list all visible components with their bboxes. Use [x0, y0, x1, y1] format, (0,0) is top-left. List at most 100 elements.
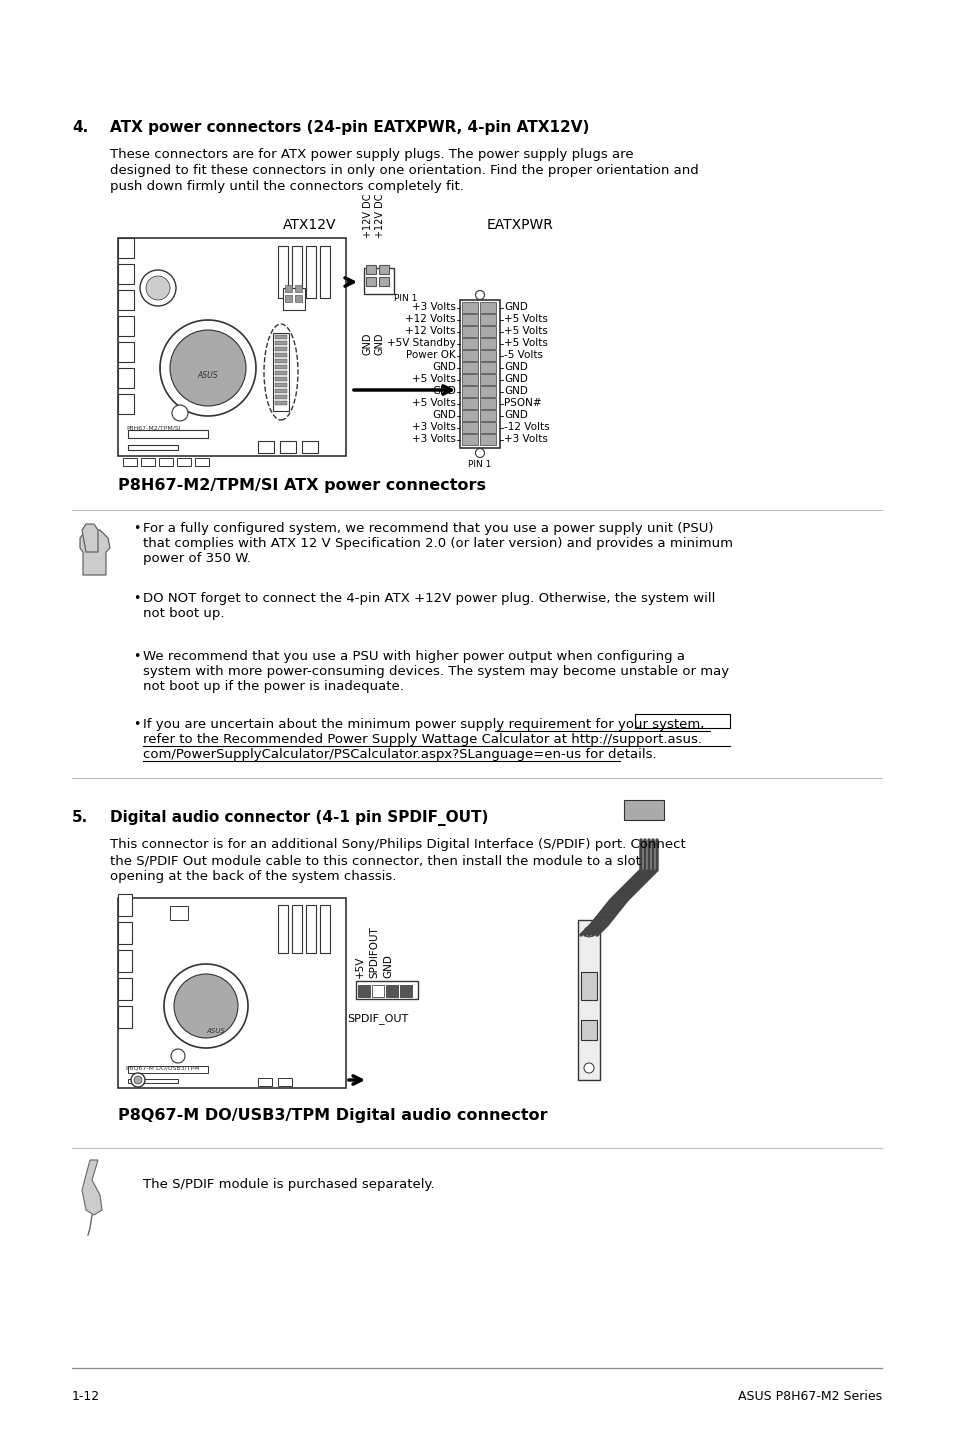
- Bar: [118, 239, 346, 456]
- Bar: [479, 313, 496, 325]
- Bar: [118, 951, 132, 972]
- Bar: [357, 985, 370, 997]
- Text: Digital audio connector (4-1 pin SPDIF_OUT): Digital audio connector (4-1 pin SPDIF_O…: [110, 810, 488, 825]
- Bar: [274, 341, 287, 345]
- Text: P8H67-M2/TPM/SI ATX power connectors: P8H67-M2/TPM/SI ATX power connectors: [118, 477, 485, 493]
- Text: GND: GND: [432, 387, 456, 397]
- Text: designed to fit these connectors in only one orientation. Find the proper orient: designed to fit these connectors in only…: [110, 164, 698, 177]
- Text: +5V Standby: +5V Standby: [387, 338, 456, 348]
- Bar: [274, 377, 287, 381]
- Bar: [285, 295, 292, 302]
- Bar: [479, 374, 496, 385]
- Text: P8Q67-M DO/USB3/TPM Digital audio connector: P8Q67-M DO/USB3/TPM Digital audio connec…: [118, 1109, 547, 1123]
- Bar: [257, 441, 274, 453]
- Bar: [479, 398, 496, 408]
- Bar: [461, 410, 477, 421]
- Circle shape: [160, 321, 255, 416]
- Text: We recommend that you use a PSU with higher power output when configuring a: We recommend that you use a PSU with hig…: [143, 650, 684, 663]
- Circle shape: [171, 1048, 185, 1063]
- Text: not boot up if the power is inadequate.: not boot up if the power is inadequate.: [143, 680, 403, 693]
- Text: DO NOT forget to connect the 4-pin ATX +12V power plug. Otherwise, the system wi: DO NOT forget to connect the 4-pin ATX +…: [143, 592, 715, 605]
- Bar: [461, 313, 477, 325]
- Text: +5 Volts: +5 Volts: [412, 398, 456, 408]
- Text: GND: GND: [432, 362, 456, 372]
- Bar: [461, 349, 477, 361]
- Bar: [459, 301, 499, 449]
- Bar: [378, 278, 389, 286]
- Circle shape: [173, 974, 237, 1038]
- Bar: [274, 365, 287, 370]
- Circle shape: [133, 1076, 142, 1084]
- Text: not boot up.: not boot up.: [143, 607, 224, 620]
- Bar: [170, 906, 188, 920]
- Bar: [366, 265, 375, 275]
- Bar: [277, 246, 288, 298]
- Bar: [118, 897, 346, 1089]
- Text: +12 Volts: +12 Volts: [405, 326, 456, 336]
- Text: The S/PDIF module is purchased separately.: The S/PDIF module is purchased separatel…: [143, 1178, 435, 1191]
- Bar: [128, 444, 178, 450]
- Bar: [355, 981, 417, 999]
- Circle shape: [172, 406, 188, 421]
- Bar: [159, 457, 172, 466]
- Bar: [461, 374, 477, 385]
- Bar: [306, 246, 315, 298]
- Bar: [479, 349, 496, 361]
- Bar: [580, 1020, 597, 1040]
- Bar: [372, 985, 384, 997]
- Circle shape: [131, 1073, 145, 1087]
- Text: com/PowerSupplyCalculator/PSCalculator.aspx?SLanguage=en-us for details.: com/PowerSupplyCalculator/PSCalculator.a…: [143, 748, 656, 761]
- Text: +12V DC: +12V DC: [375, 194, 385, 239]
- Text: ATX12V: ATX12V: [283, 219, 336, 232]
- Bar: [292, 905, 302, 953]
- Text: •: •: [132, 592, 140, 605]
- Circle shape: [583, 928, 594, 938]
- Text: +12 Volts: +12 Volts: [405, 315, 456, 325]
- Bar: [461, 434, 477, 444]
- Text: 5.: 5.: [71, 810, 89, 825]
- Bar: [274, 352, 287, 357]
- Bar: [274, 371, 287, 375]
- Bar: [128, 430, 208, 439]
- Bar: [461, 362, 477, 372]
- Text: power of 350 W.: power of 350 W.: [143, 552, 251, 565]
- Bar: [118, 290, 133, 311]
- Text: +3 Volts: +3 Volts: [412, 302, 456, 312]
- Bar: [580, 972, 597, 999]
- Bar: [294, 295, 302, 302]
- Bar: [461, 421, 477, 433]
- Bar: [274, 360, 287, 362]
- Text: If you are uncertain about the minimum power supply requirement for your system,: If you are uncertain about the minimum p…: [143, 718, 703, 731]
- Text: 1-12: 1-12: [71, 1391, 100, 1403]
- Text: system with more power-consuming devices. The system may become unstable or may: system with more power-consuming devices…: [143, 664, 728, 677]
- Text: +3 Volts: +3 Volts: [412, 434, 456, 444]
- Text: This connector is for an additional Sony/Philips Digital Interface (S/PDIF) port: This connector is for an additional Sony…: [110, 838, 685, 851]
- Bar: [118, 922, 132, 943]
- Text: •: •: [132, 718, 140, 731]
- Bar: [274, 335, 287, 339]
- Text: that complies with ATX 12 V Specification 2.0 (or later version) and provides a : that complies with ATX 12 V Specificatio…: [143, 536, 732, 549]
- Polygon shape: [80, 531, 110, 575]
- Text: -5 Volts: -5 Volts: [503, 351, 542, 361]
- Circle shape: [475, 449, 484, 457]
- Bar: [302, 441, 317, 453]
- Bar: [479, 410, 496, 421]
- Bar: [274, 390, 287, 393]
- Text: SPDIFOUT: SPDIFOUT: [369, 926, 378, 978]
- Bar: [386, 985, 397, 997]
- Bar: [257, 1078, 272, 1086]
- Text: GND: GND: [503, 374, 527, 384]
- Text: ASUS: ASUS: [197, 371, 218, 381]
- Text: GND: GND: [503, 387, 527, 397]
- Bar: [118, 894, 132, 916]
- Text: GND: GND: [503, 362, 527, 372]
- Text: opening at the back of the system chassis.: opening at the back of the system chassi…: [110, 870, 395, 883]
- Text: ASUS: ASUS: [207, 1028, 225, 1034]
- Text: +5 Volts: +5 Volts: [503, 315, 547, 325]
- Text: EATXPWR: EATXPWR: [486, 219, 553, 232]
- Bar: [273, 334, 289, 411]
- Text: P8H67-M2/TPM/SI: P8H67-M2/TPM/SI: [126, 426, 180, 431]
- Text: -12 Volts: -12 Volts: [503, 423, 549, 433]
- Circle shape: [475, 290, 484, 299]
- Bar: [118, 1007, 132, 1028]
